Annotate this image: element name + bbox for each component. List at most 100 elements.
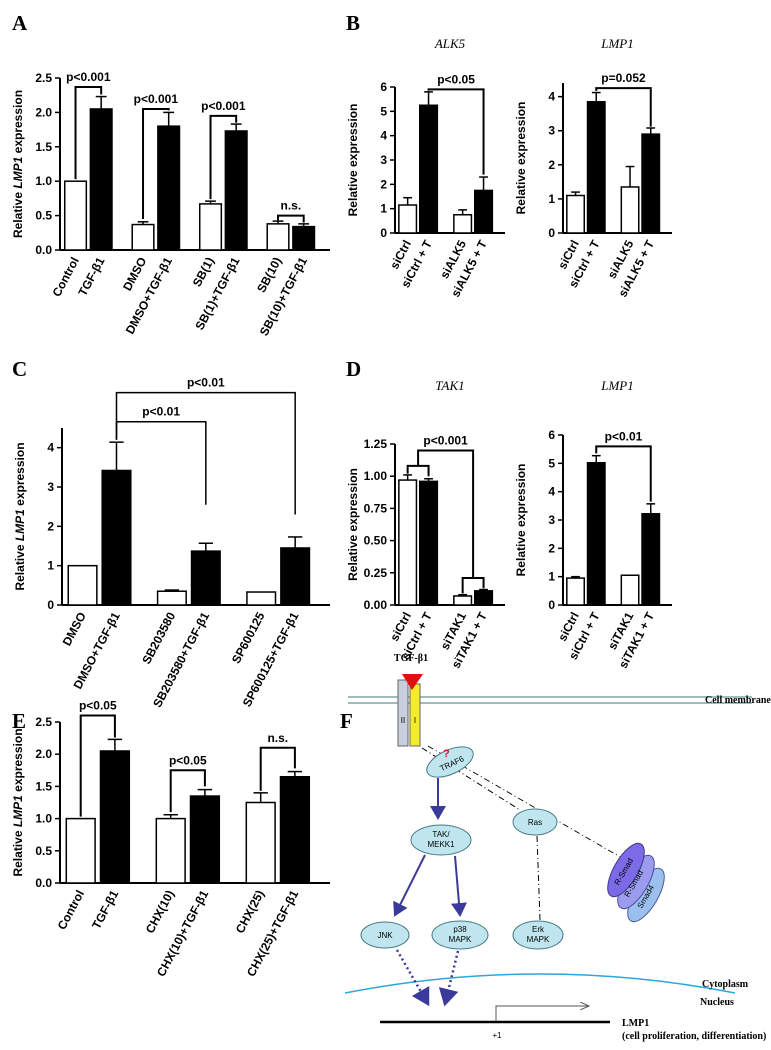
question-mark: ? <box>443 748 450 760</box>
chart-title: LMP1 <box>600 378 634 393</box>
y-axis-label-part: Relative <box>11 189 25 238</box>
node <box>431 920 489 950</box>
y-axis-label-part: Relative expression <box>514 464 528 577</box>
error-bar <box>646 127 656 135</box>
significance-label: p<0.001 <box>423 433 468 447</box>
node-label: MAPK <box>449 935 472 944</box>
error-bar <box>625 165 635 187</box>
y-axis-label-part: Relative expression <box>514 102 528 215</box>
y-tick-label: 1.5 <box>35 140 52 154</box>
gene-label: LMP1 <box>622 1018 649 1029</box>
bar <box>586 462 606 606</box>
error-bar <box>164 589 180 592</box>
bar <box>474 189 494 234</box>
chart-title: ALK5 <box>434 36 466 51</box>
significance-bracket <box>595 445 652 502</box>
significance-bracket <box>115 420 207 505</box>
bar <box>63 180 88 251</box>
y-axis-label-part: expression <box>11 90 25 157</box>
dash-link <box>427 745 623 859</box>
significance-label: p<0.01 <box>187 376 225 390</box>
chart-title: TAK1 <box>435 378 464 393</box>
y-tick-label: 5 <box>548 456 555 470</box>
receptor-label: II <box>401 716 405 725</box>
significance-bracket <box>79 714 116 817</box>
bar <box>279 775 311 884</box>
y-tick-label: 1.0 <box>35 174 52 188</box>
y-tick-label: 4 <box>548 485 555 499</box>
error-bar <box>163 111 175 127</box>
y-tick-label: 0 <box>380 226 387 240</box>
y-axis-label: Relative expression <box>514 102 528 215</box>
y-axis-label-part: Relative expression <box>346 104 360 217</box>
error-bar <box>197 788 213 797</box>
y-tick-label: 1 <box>548 570 555 584</box>
bar <box>620 574 640 606</box>
y-tick-label: 1.5 <box>35 779 52 793</box>
y-tick-label: 6 <box>548 428 555 442</box>
bar <box>474 590 494 606</box>
bar <box>641 133 661 234</box>
ligand <box>402 674 423 690</box>
error-bar <box>458 209 468 215</box>
error-bar <box>479 588 488 591</box>
y-tick-label: 2 <box>47 519 54 533</box>
bar <box>641 513 661 606</box>
bar <box>99 750 131 884</box>
error-bar <box>424 91 433 106</box>
bar-chart: D TAK1 Relative expression 0.00 0.25 0.50 0.75… <box>346 357 505 671</box>
y-tick-label: 4 <box>548 90 555 104</box>
bar <box>101 469 132 606</box>
bar <box>224 130 248 251</box>
bar <box>155 817 186 884</box>
receptor-i <box>409 683 421 747</box>
y-tick-label: 2 <box>548 541 555 555</box>
error-bar <box>424 478 433 482</box>
y-tick-label: 0 <box>47 598 54 612</box>
error-bar <box>458 593 468 596</box>
receptor-ii <box>397 679 409 747</box>
bar <box>280 547 311 606</box>
pathway-diagram: F Cell membrane TGF-β1 II I TRAF6 ? TAK/… <box>340 653 771 1042</box>
bar <box>245 801 276 884</box>
significance-label: p<0.01 <box>605 429 643 443</box>
y-tick-label: 1.00 <box>364 469 388 483</box>
membrane-label: Cell membrane <box>705 695 771 706</box>
error-bar <box>571 575 580 579</box>
significance-label: n.s. <box>267 731 288 745</box>
panel-label: A <box>12 11 28 35</box>
y-tick-label: 2 <box>548 158 555 172</box>
significance-bracket <box>259 746 296 791</box>
x-tick-label: SB(1) <box>190 255 217 289</box>
bar <box>398 204 418 234</box>
y-tick-label: 3 <box>548 513 555 527</box>
node-label: p38 <box>453 925 467 934</box>
bar <box>419 104 439 234</box>
y-tick-label: 5 <box>380 104 387 118</box>
error-bar <box>288 536 303 548</box>
y-axis-label: Relative expression <box>514 464 528 577</box>
y-axis-label: Relative LMP1 expression <box>13 442 27 590</box>
y-tick-label: 0.0 <box>35 243 52 257</box>
bar <box>566 194 586 234</box>
significance-label: p<0.01 <box>142 405 180 419</box>
bar-chart: A Relative LMP1 expression 0.0 0.5 1.0 1.5 2.0… <box>11 11 330 338</box>
error-bar <box>591 91 601 102</box>
significance-label: p<0.001 <box>201 99 246 113</box>
promoter-arrow <box>495 1006 588 1021</box>
bar <box>453 595 473 606</box>
x-tick-label: Control <box>55 888 87 932</box>
error-bar <box>205 200 216 204</box>
bar <box>586 101 606 234</box>
significance-bracket <box>277 214 305 223</box>
y-tick-label: 4 <box>47 441 54 455</box>
chart-title: LMP1 <box>600 36 634 51</box>
y-axis-label-part: LMP1 <box>13 509 27 541</box>
bar <box>292 225 316 251</box>
y-axis-label: Relative expression <box>346 104 360 217</box>
error-bar <box>403 474 413 481</box>
significance-label: p=0.052 <box>601 71 646 85</box>
y-axis-label-part: LMP1 <box>11 795 25 827</box>
